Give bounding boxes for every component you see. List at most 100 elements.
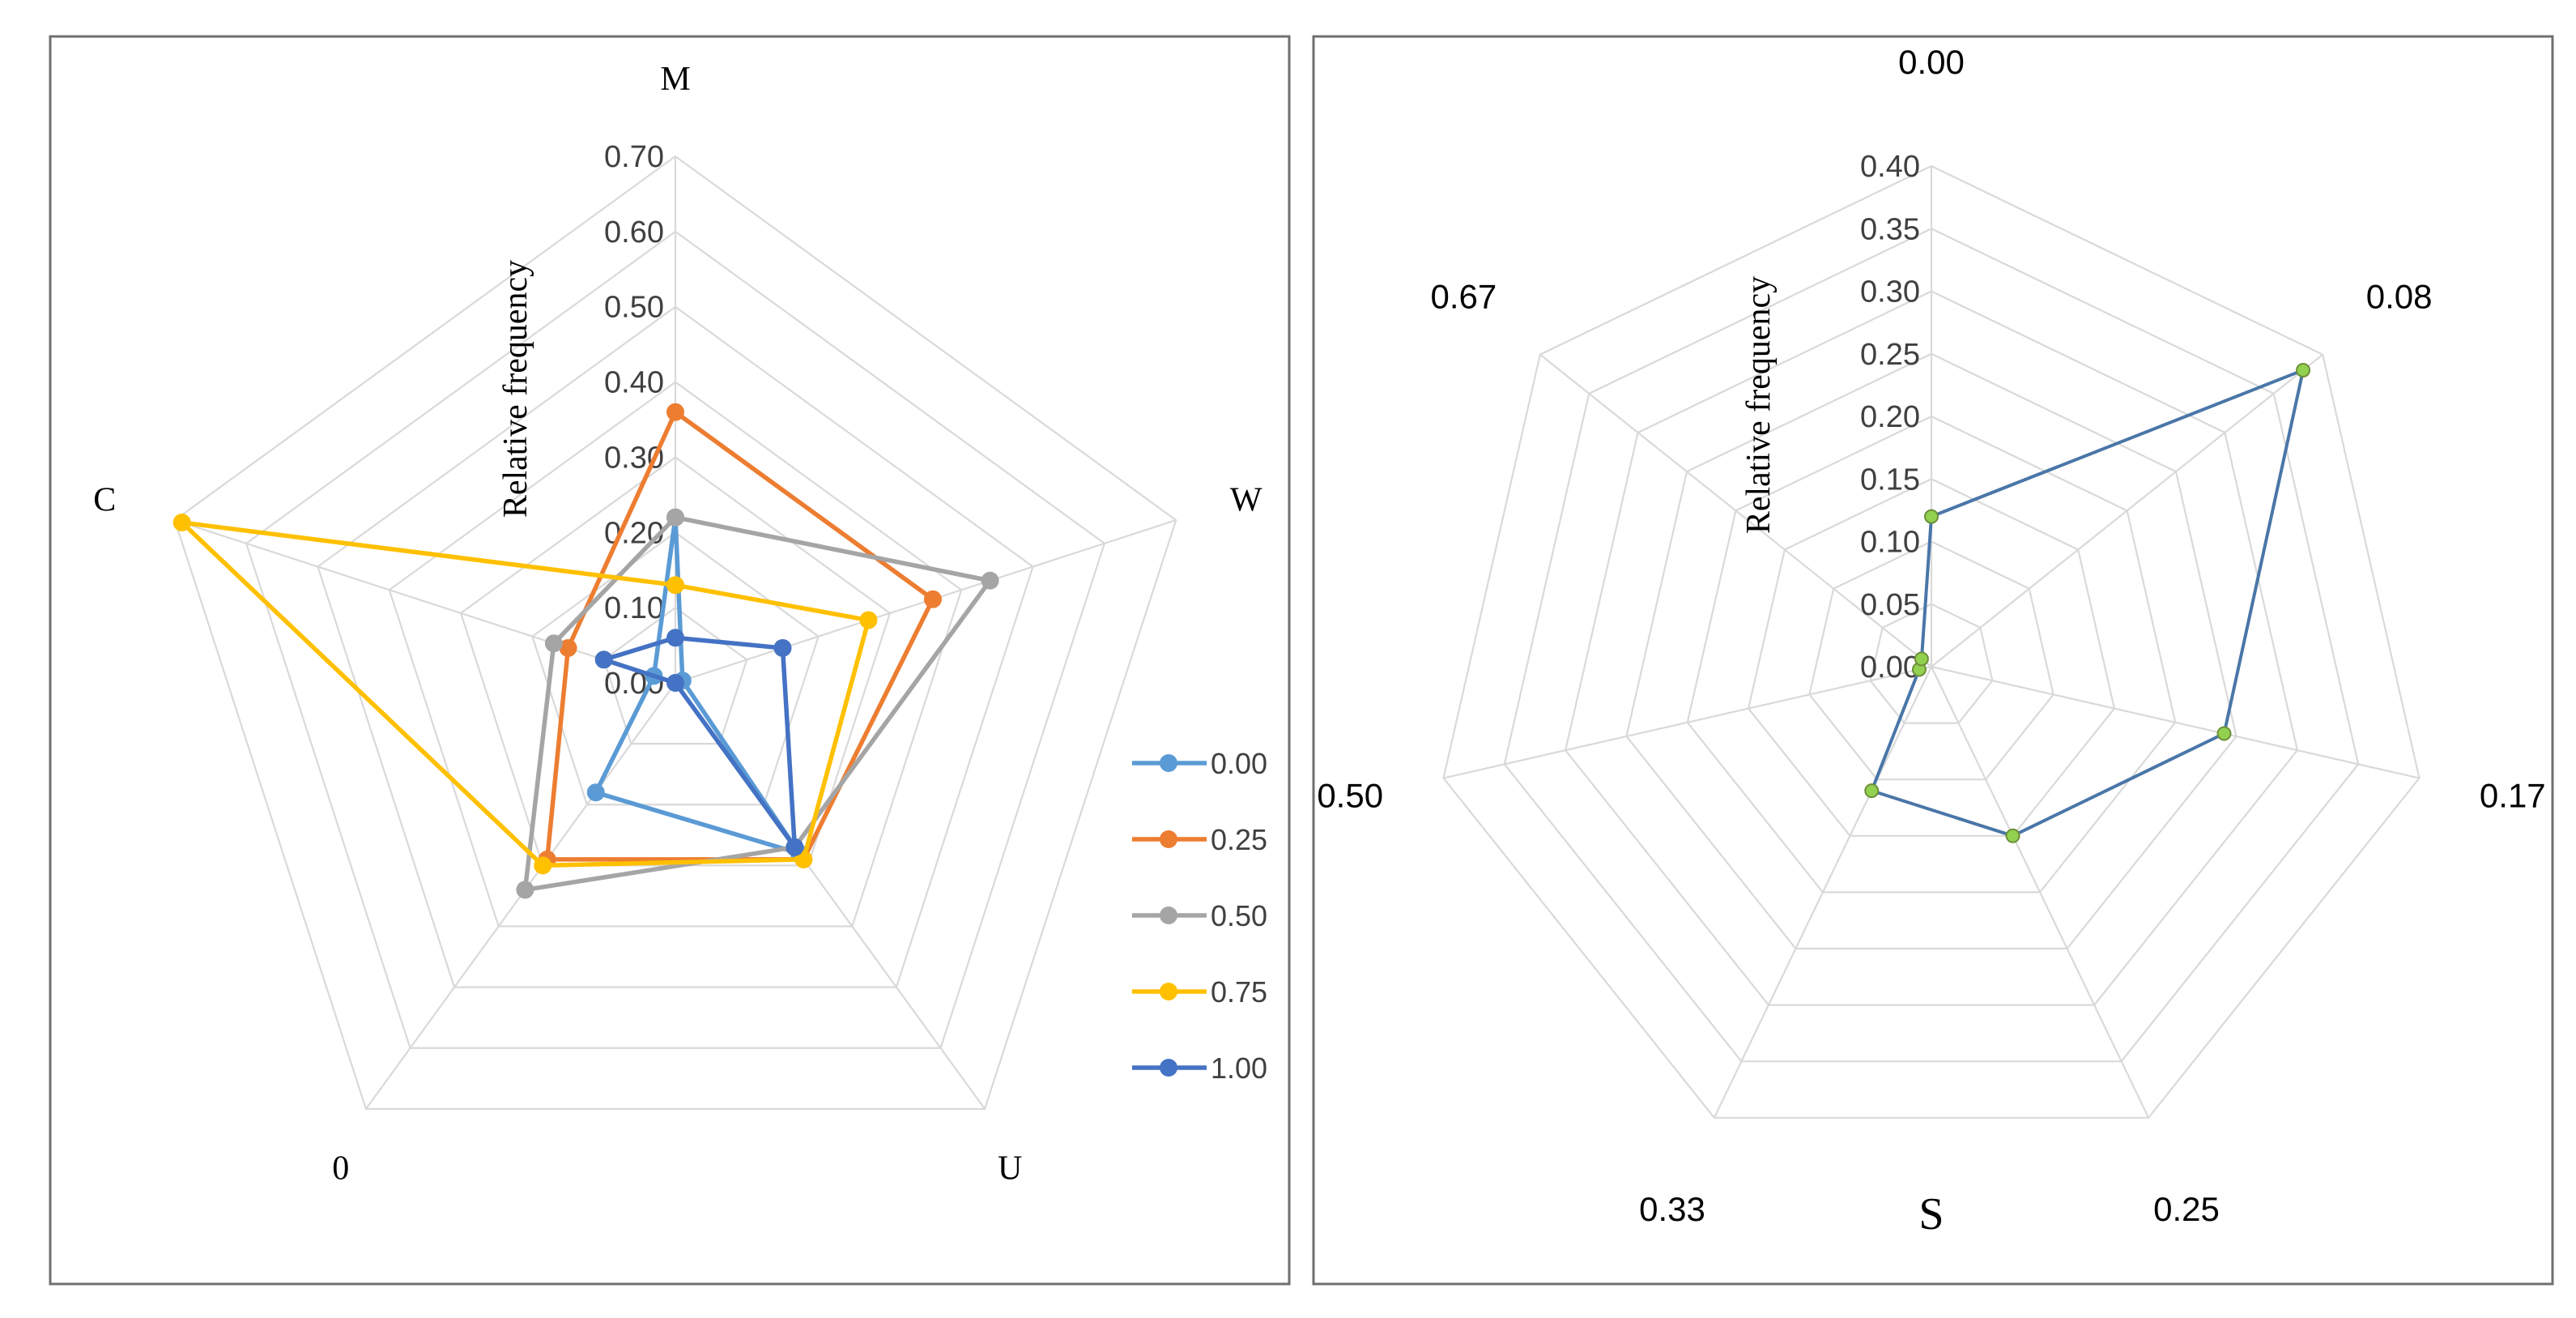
grid-ring (1625, 352, 2238, 950)
grid-ring (1503, 228, 2360, 1063)
category-label: 0.17 (2480, 777, 2546, 815)
series-line (544, 409, 935, 862)
grid-ring (1442, 164, 2421, 1119)
legend-label: 0.75 (1211, 975, 1267, 1009)
legend-swatch-marker (1160, 830, 1177, 848)
tick-label: 0.40 (604, 366, 664, 400)
right-chart-categories: 0.00 0.08 0.17 0.25 0.33 0.50 0.67 (1317, 43, 2545, 1228)
tick-label: 0.60 (604, 215, 664, 250)
tick-label: 0.05 (1860, 588, 1920, 622)
grid-spoke (1539, 353, 1932, 668)
category-label: M (660, 61, 690, 98)
legend-item: 0.25 (1132, 823, 1267, 856)
category-label: 0.00 (1898, 43, 1965, 81)
grid-ring (1686, 415, 2177, 894)
category-label: 0.25 (2153, 1190, 2220, 1228)
data-point (1914, 651, 1929, 667)
series-line (522, 514, 993, 893)
data-point (859, 611, 878, 629)
series-S (1864, 362, 2311, 843)
legend-swatch-marker (1160, 906, 1177, 924)
right-x-label: S (1918, 1189, 1944, 1239)
data-point (534, 856, 552, 875)
data-point (172, 514, 191, 532)
data-point (2216, 726, 2232, 741)
left-chart-categories: M W U 0 C (93, 61, 1262, 1187)
data-point (1924, 509, 1939, 524)
tick-label: 0.40 (1860, 150, 1920, 184)
data-point (2005, 828, 2020, 843)
series-0.50 (516, 508, 999, 899)
data-point (594, 650, 613, 669)
legend-item: 0.75 (1132, 975, 1267, 1009)
tick-label: 0.15 (1860, 463, 1920, 497)
grid-ring (1564, 290, 2299, 1006)
data-point (516, 881, 534, 899)
data-point (666, 674, 684, 692)
grid-spoke (174, 519, 676, 685)
right-chart-panel: 0.00 0.05 0.10 0.15 0.20 0.25 0.30 0.35 0.40 0.0… (1312, 35, 2554, 1286)
left-axis-title: Relative frequency (497, 260, 534, 518)
category-label: 0 (332, 1150, 349, 1187)
grid-ring (602, 606, 748, 745)
tick-label: 0.35 (1860, 212, 1920, 246)
category-label: C (93, 482, 116, 519)
data-point (666, 576, 684, 595)
legend-label: 1.00 (1211, 1051, 1267, 1085)
left-chart-grid (173, 155, 1177, 1110)
legend-swatch-marker (1160, 983, 1177, 1000)
data-point (981, 571, 999, 590)
tick-label: 0.20 (1860, 400, 1920, 434)
series-1.00 (594, 629, 804, 856)
series-line (179, 520, 871, 868)
right-chart-grid (1442, 164, 2421, 1119)
grid-ring (1869, 603, 1994, 724)
data-point (544, 634, 563, 653)
tick-label: 0.10 (604, 591, 664, 625)
right-chart-border (1312, 35, 2554, 1286)
right-chart-ticks: 0.00 0.05 0.10 0.15 0.20 0.25 0.30 0.35 0.40 (1860, 150, 1920, 685)
legend-swatch-marker (1160, 1059, 1177, 1077)
data-point (1864, 783, 1880, 799)
tick-label: 0.00 (1860, 650, 1920, 685)
series-line (601, 635, 798, 850)
grid-ring (245, 230, 1106, 1049)
series-line (1870, 368, 2306, 838)
data-point (923, 590, 942, 608)
grid-ring (531, 531, 820, 806)
data-point (786, 838, 804, 856)
category-label: 0.67 (1431, 277, 1497, 315)
data-point (666, 508, 684, 527)
legend-item: 1.00 (1132, 1051, 1267, 1085)
grid-ring (1747, 478, 2116, 837)
right-axis-title: Relative frequency (1740, 276, 1778, 534)
category-label: W (1230, 482, 1262, 519)
right-chart-series (1864, 362, 2311, 843)
category-label: U (998, 1150, 1022, 1187)
grid-spoke (1931, 353, 2323, 668)
legend-swatch-marker (1160, 754, 1177, 772)
left-chart-series (172, 403, 999, 899)
grid-spoke (1713, 666, 1932, 1119)
legend-item: 0.00 (1132, 747, 1267, 780)
tick-label: 0.30 (1860, 275, 1920, 309)
grid-spoke (1443, 665, 1932, 779)
left-chart-border (49, 35, 1291, 1286)
grid-ring (317, 305, 1034, 988)
legend-label: 0.50 (1211, 899, 1267, 932)
series-0.75 (172, 514, 878, 875)
tick-label: 0.25 (1860, 338, 1920, 372)
category-label: 0.33 (1639, 1190, 1705, 1228)
tick-label: 0.10 (1860, 526, 1920, 560)
category-label: 0.50 (1317, 777, 1383, 815)
category-label: 0.08 (2366, 277, 2433, 315)
data-point (586, 783, 605, 802)
tick-label: 0.70 (604, 140, 664, 174)
grid-spoke (1931, 665, 2420, 779)
tick-label: 0.50 (604, 291, 664, 325)
data-point (559, 638, 577, 657)
grid-ring (173, 155, 1177, 1110)
grid-spoke (1931, 666, 2150, 1119)
